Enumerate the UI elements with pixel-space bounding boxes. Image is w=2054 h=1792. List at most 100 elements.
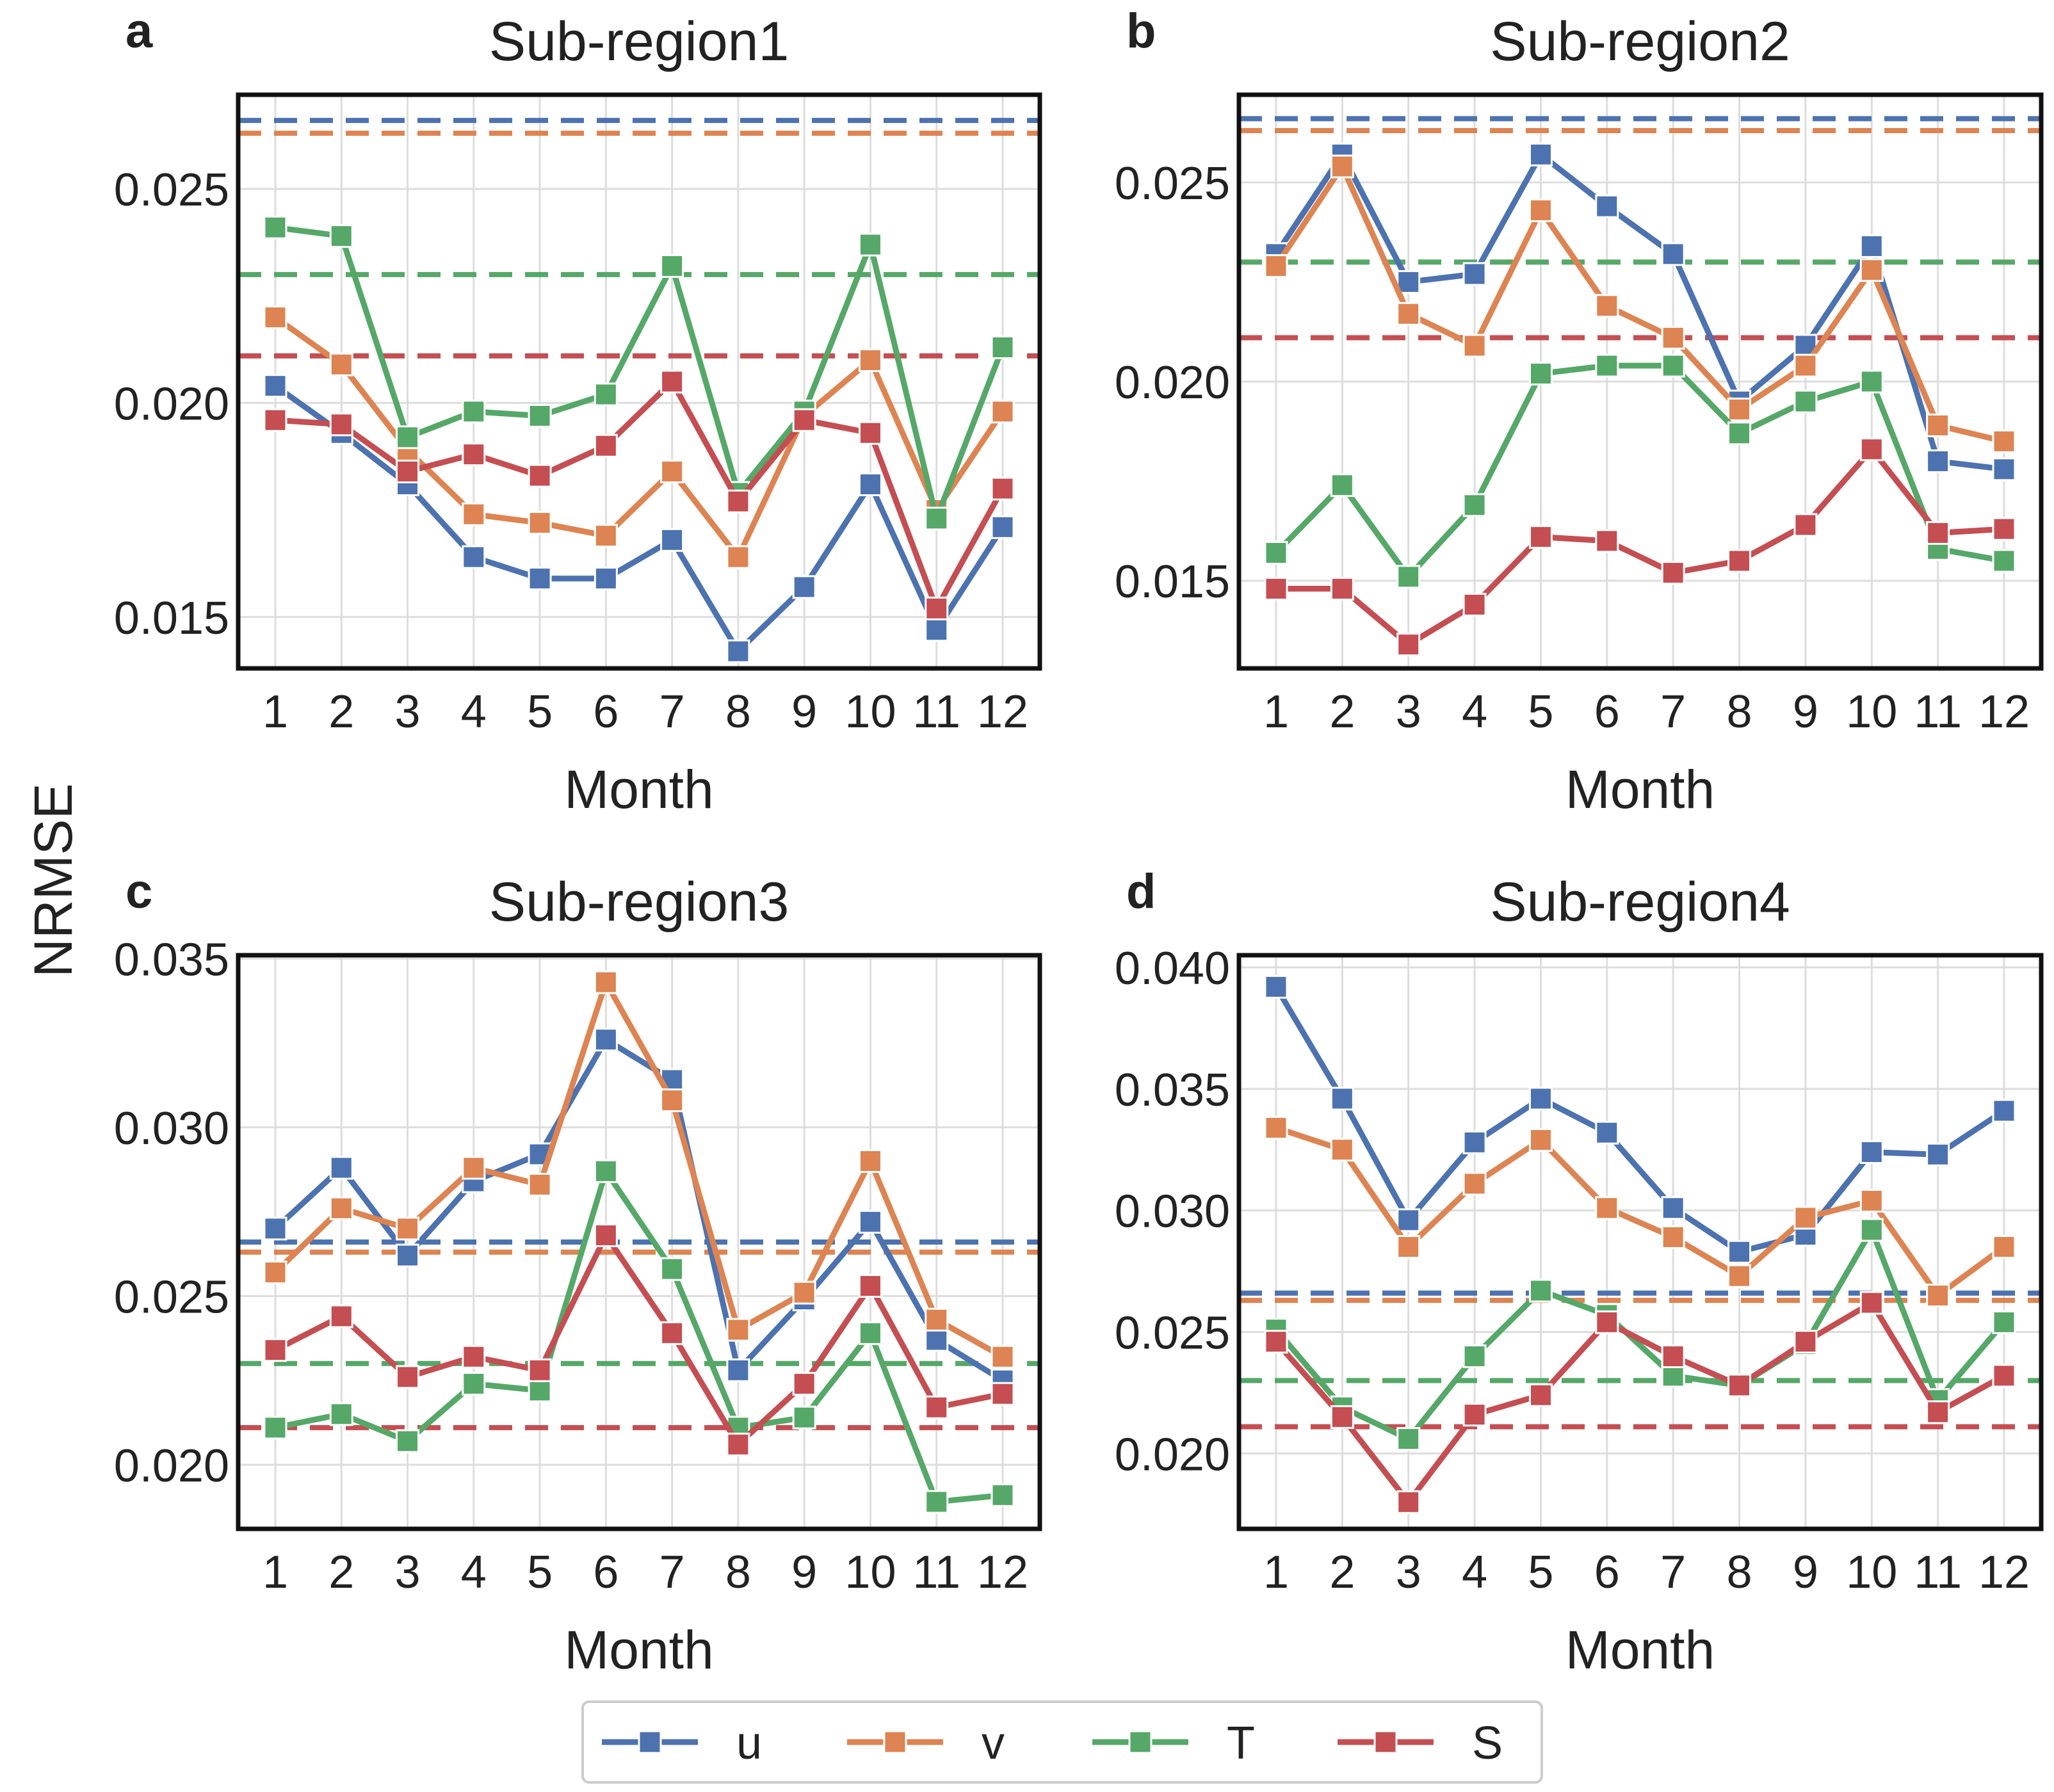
marker-S (396, 1365, 420, 1389)
x-tick-label: 6 (1594, 686, 1620, 738)
y-tick-label: 0.040 (1115, 943, 1230, 994)
marker-v (1926, 1284, 1950, 1308)
marker-u (263, 374, 287, 398)
marker-T (660, 1257, 684, 1281)
marker-u (1462, 262, 1487, 286)
x-tick-label: 10 (845, 686, 896, 738)
marker-S (462, 1344, 486, 1369)
marker-v (1859, 1188, 1884, 1213)
x-tick-label: 6 (1594, 1547, 1620, 1598)
marker-S (1859, 1291, 1884, 1315)
x-tick-label: 11 (912, 686, 960, 738)
marker-u (329, 1156, 353, 1180)
marker-S (1528, 525, 1553, 549)
marker-S (1396, 633, 1421, 657)
marker-T (925, 506, 949, 531)
x-tick-label: 9 (791, 1547, 817, 1598)
marker-v (263, 305, 287, 330)
legend-entry-v: v (847, 1718, 1005, 1769)
marker-S (925, 1395, 949, 1419)
marker-u (1859, 234, 1884, 258)
plot-frame (1236, 953, 2044, 1531)
marker-u (1462, 1130, 1487, 1154)
x-tick-label: 4 (461, 1547, 487, 1598)
marker-T (1330, 473, 1354, 497)
marker-u (726, 639, 750, 663)
marker-u (1727, 1239, 1752, 1264)
x-tick-label: 10 (845, 1547, 896, 1598)
marker-T (1264, 541, 1288, 565)
marker-S (1264, 1330, 1288, 1354)
marker-v (1330, 154, 1354, 179)
marker-S (329, 1304, 353, 1328)
x-tick-label: 1 (263, 1547, 288, 1598)
marker-v (660, 459, 684, 483)
x-tick-label: 12 (977, 686, 1028, 738)
marker-v (1462, 1172, 1487, 1196)
x-tick-label: 3 (395, 1547, 421, 1598)
marker-T (1462, 1344, 1487, 1368)
marker-u (594, 567, 618, 591)
marker-v (1727, 1264, 1752, 1288)
marker-S (396, 459, 420, 483)
x-tick-label: 8 (1727, 686, 1752, 738)
marker-S (1462, 592, 1487, 617)
marker-u (1992, 457, 2016, 481)
marker-T (991, 335, 1015, 360)
x-tick-label: 6 (593, 1547, 619, 1598)
marker-T (1727, 421, 1752, 446)
legend-label: T (1227, 1718, 1255, 1769)
marker-u (263, 1216, 287, 1241)
marker-S (1595, 529, 1619, 553)
x-tick-label: 2 (328, 686, 354, 738)
marker-v (991, 400, 1015, 424)
panel-d: 1 2 3 4 5 6 7 8 9 10 11 120.0200.0250.0300.0350.040… (1115, 864, 2044, 1680)
y-tick-label: 0.030 (1115, 1186, 1230, 1238)
marker-v (263, 1260, 287, 1284)
legend-label: S (1472, 1718, 1503, 1769)
marker-T (925, 1490, 949, 1514)
marker-T (462, 1371, 486, 1396)
marker-S (1727, 549, 1752, 573)
marker-T (528, 403, 552, 428)
series-line-v (1275, 1125, 2006, 1299)
panel-title: Sub-region2 (1490, 11, 1790, 72)
legend-marker (883, 1730, 907, 1754)
marker-T (462, 400, 486, 424)
marker-u (462, 545, 486, 569)
legend-label: v (982, 1718, 1005, 1769)
figure-ylabel: NRMSE (23, 783, 83, 977)
marker-S (1793, 1330, 1818, 1354)
series-line-v (273, 315, 1005, 560)
panel-letter: c (125, 864, 152, 919)
marker-v (1396, 1235, 1421, 1259)
marker-u (396, 1243, 420, 1268)
marker-S (858, 421, 882, 445)
marker-S (1264, 577, 1288, 601)
marker-v (1264, 254, 1288, 278)
marker-v (594, 524, 618, 548)
marker-T (263, 215, 287, 239)
x-tick-label: 9 (1793, 1547, 1818, 1598)
legend-label: u (736, 1718, 762, 1769)
marker-u (660, 528, 684, 552)
marker-v (858, 1149, 882, 1174)
marker-T (1396, 565, 1421, 589)
marker-S (1528, 1383, 1553, 1407)
plot-frame (1236, 92, 2044, 671)
plot-frame (236, 953, 1042, 1531)
panel-letter: b (1126, 4, 1156, 58)
panel-title: Sub-region4 (1490, 871, 1790, 933)
x-tick-label: 3 (1396, 686, 1421, 738)
marker-u (594, 1028, 618, 1052)
marker-S (925, 596, 949, 620)
x-tick-label: 12 (977, 1547, 1028, 1598)
marker-v (1595, 294, 1619, 318)
marker-S (1462, 1403, 1487, 1427)
marker-S (660, 369, 684, 394)
marker-v (528, 1172, 552, 1197)
x-tick-label: 9 (1793, 686, 1818, 738)
series-line-u (273, 383, 1005, 654)
marker-u (1926, 449, 1950, 473)
y-tick-label: 0.035 (114, 934, 229, 985)
